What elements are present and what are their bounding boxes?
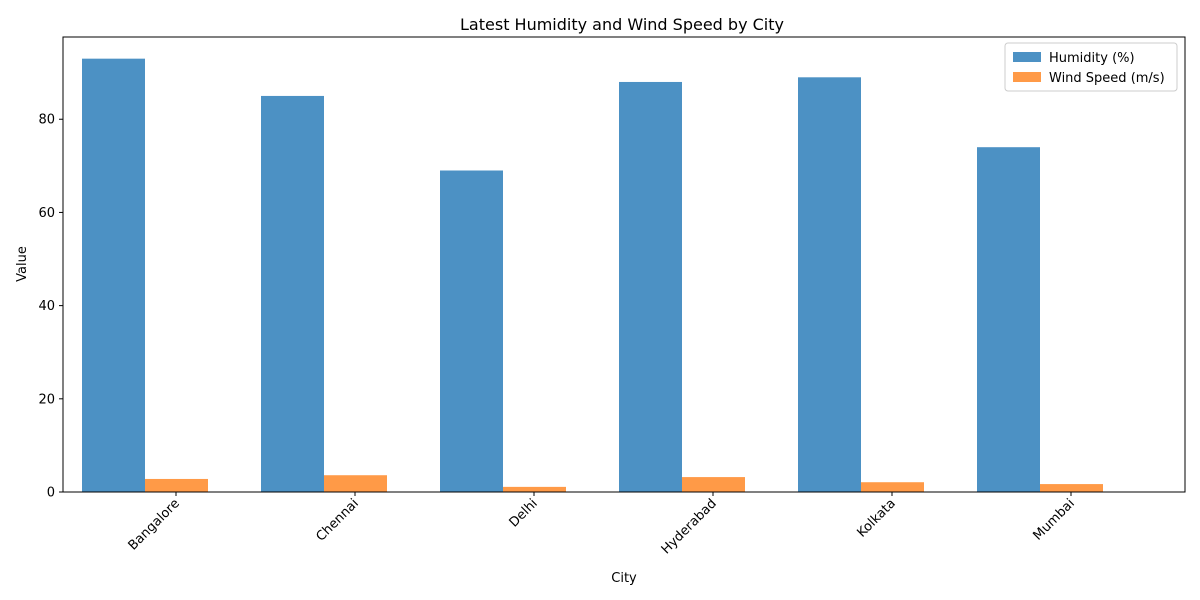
x-tick-label-mumbai: Mumbai	[1030, 496, 1077, 543]
y-axis: 0 20 40 60 80	[38, 113, 63, 501]
bar-wind-speed-chennai	[324, 475, 387, 492]
legend-label-wind-speed: Wind Speed (m/s)	[1049, 71, 1165, 86]
y-tick-label: 80	[38, 113, 55, 128]
bar-humidity-bangalore	[82, 58, 145, 493]
y-tick-label: 20	[38, 392, 55, 407]
x-tick-label-chennai: Chennai	[313, 496, 361, 544]
x-axis: Bangalore Chennai Delhi Hyderabad Kolkata Mum…	[126, 492, 1078, 557]
legend-label-humidity: Humidity (%)	[1049, 51, 1135, 66]
bar-wind-speed-mumbai	[1040, 484, 1103, 492]
bar-humidity-mumbai	[977, 147, 1040, 492]
bar-wind-speed-bangalore	[145, 478, 208, 492]
y-axis-label: Value	[15, 246, 30, 282]
bar-wind-speed-delhi	[503, 486, 566, 492]
x-axis-label: City	[611, 571, 637, 586]
x-tick-label-bangalore: Bangalore	[126, 496, 183, 553]
bar-wind-speed-hyderabad	[682, 477, 745, 492]
bar-humidity-delhi	[440, 170, 503, 492]
y-tick-label: 40	[38, 299, 55, 314]
chart-title: Latest Humidity and Wind Speed by City	[460, 15, 784, 34]
y-tick-label: 0	[47, 486, 55, 501]
x-tick-label-delhi: Delhi	[507, 496, 541, 530]
bar-humidity-hyderabad	[619, 81, 682, 492]
bar-humidity-kolkata	[798, 77, 861, 492]
bar-humidity-chennai	[261, 95, 324, 492]
bar-wind-speed-kolkata	[861, 482, 924, 492]
legend: Humidity (%) Wind Speed (m/s)	[1004, 42, 1178, 92]
legend-swatch-humidity	[1013, 52, 1041, 62]
plot-area	[82, 58, 1103, 493]
legend-swatch-wind-speed	[1013, 72, 1041, 82]
plot-frame	[62, 36, 1186, 493]
x-tick-label-hyderabad: Hyderabad	[659, 496, 720, 557]
x-tick-label-kolkata: Kolkata	[854, 496, 898, 540]
legend-frame	[1004, 42, 1178, 92]
y-tick-label: 60	[38, 206, 55, 221]
